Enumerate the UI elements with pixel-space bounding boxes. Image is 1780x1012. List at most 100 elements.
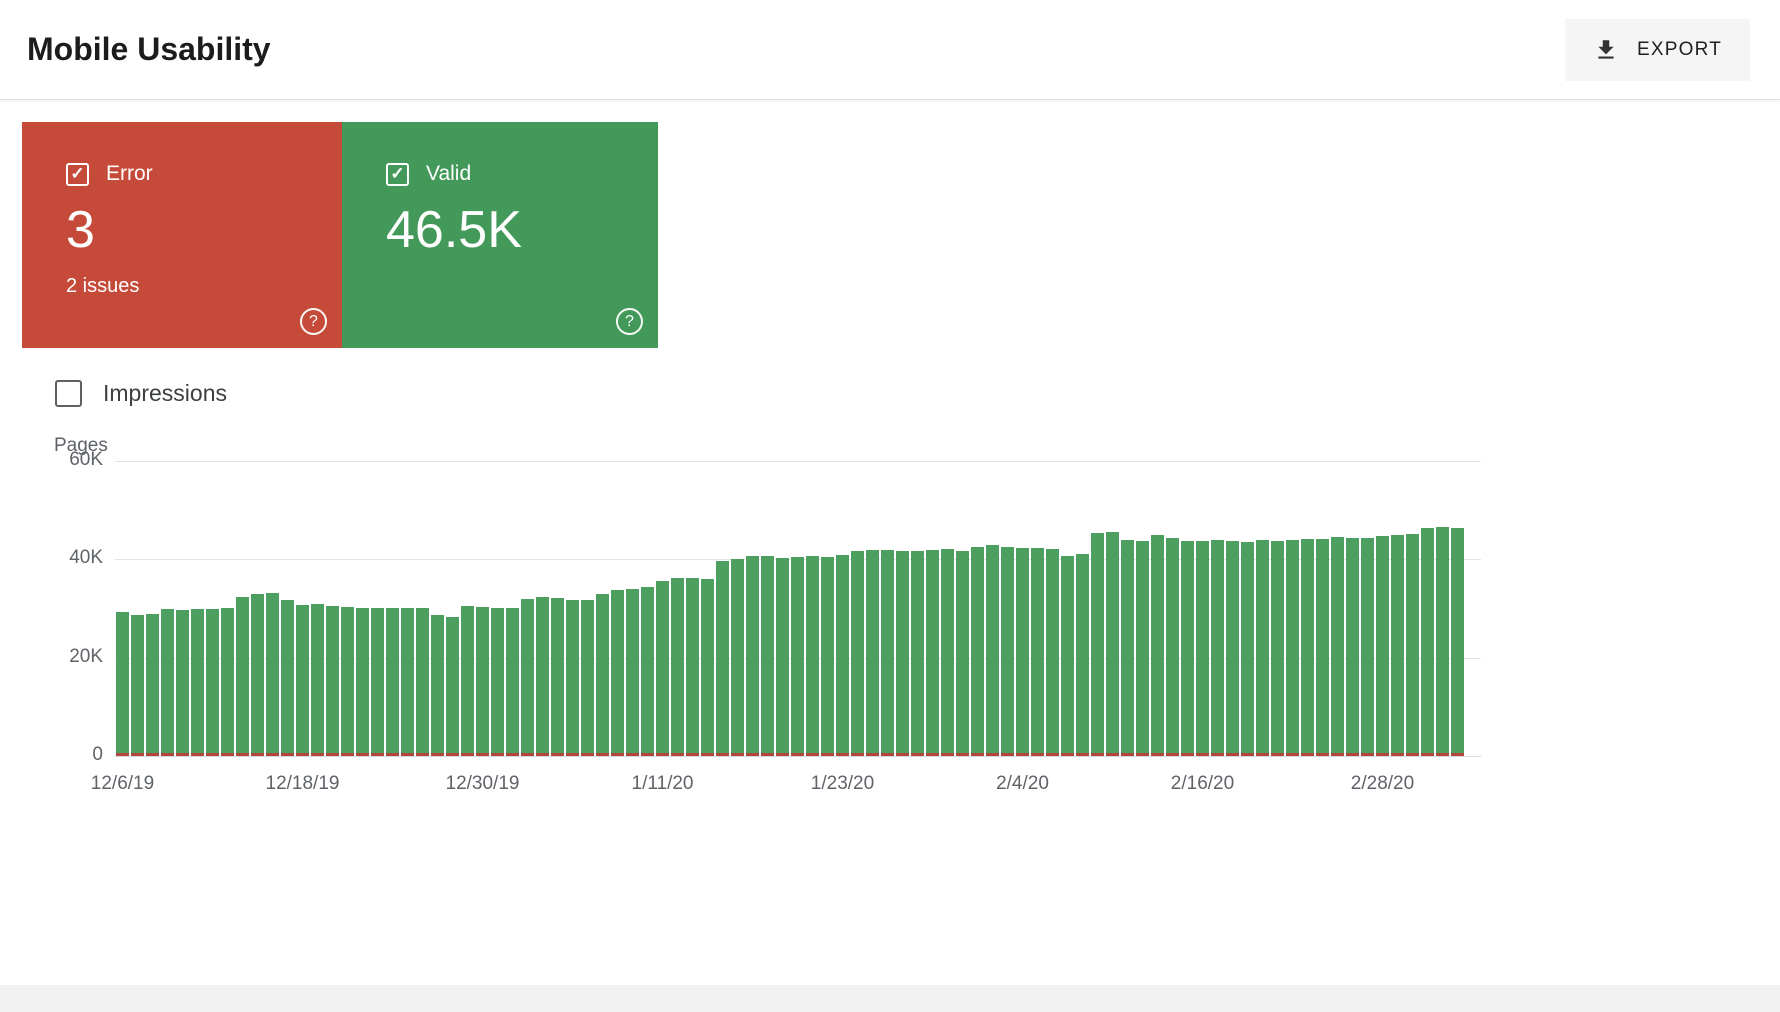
chart-bar[interactable] [1391,535,1404,756]
chart-bar[interactable] [1091,533,1104,756]
chart-bar[interactable] [821,557,834,756]
chart-bar[interactable] [221,608,234,756]
chart-bar[interactable] [986,545,999,756]
chart-bar[interactable] [611,590,624,756]
chart-bar[interactable] [506,608,519,756]
chart-bar[interactable] [641,587,654,756]
valid-checkbox-checked-icon[interactable]: ✓ [386,162,409,186]
chart-bar[interactable] [521,599,534,756]
chart-bar[interactable] [1061,556,1074,756]
chart-bar[interactable] [866,550,879,756]
y-axis-tick-label: 20K [69,646,103,667]
chart-bar[interactable] [1286,540,1299,756]
chart-bar[interactable] [1016,548,1029,756]
chart-bar[interactable] [281,600,294,756]
chart-bar[interactable] [236,597,249,756]
chart-bar[interactable] [1151,535,1164,756]
chart-bar[interactable] [311,604,324,756]
chart-bar[interactable] [131,615,144,756]
chart-bar[interactable] [296,605,309,756]
chart-bar[interactable] [746,556,759,756]
chart-bar[interactable] [1406,534,1419,756]
chart-bar[interactable] [701,579,714,756]
chart-bar[interactable] [536,597,549,756]
chart-bar[interactable] [191,609,204,756]
chart-bar[interactable] [116,612,129,756]
chart-bar[interactable] [731,559,744,756]
chart-bar[interactable] [656,581,669,756]
chart-bar[interactable] [941,549,954,756]
chart-bar[interactable] [761,556,774,756]
chart-bar[interactable] [956,551,969,756]
chart-bar[interactable] [566,600,579,756]
valid-card[interactable]: ✓ Valid 46.5K ? [342,122,658,348]
chart-bar[interactable] [1226,541,1239,756]
chart-bar[interactable] [1331,537,1344,756]
chart-bar[interactable] [1316,539,1329,756]
chart-bar[interactable] [776,558,789,756]
chart-bar[interactable] [1211,540,1224,756]
chart-bar[interactable] [1346,538,1359,756]
chart-bar[interactable] [341,607,354,756]
chart-bar[interactable] [971,547,984,756]
chart-bar[interactable] [1166,538,1179,756]
chart-bar[interactable] [791,557,804,756]
chart-bar[interactable] [686,578,699,756]
chart-bar[interactable] [1001,547,1014,756]
chart-bar[interactable] [1136,541,1149,756]
chart-bar[interactable] [176,610,189,756]
chart-bar[interactable] [551,598,564,756]
chart-bar[interactable] [896,551,909,756]
error-checkbox-checked-icon[interactable]: ✓ [66,162,89,186]
chart-bar[interactable] [1361,538,1374,756]
chart-bar[interactable] [1121,540,1134,756]
chart-bar[interactable] [431,615,444,756]
chart-bar[interactable] [1376,536,1389,756]
chart-bar[interactable] [596,594,609,756]
chart-bar[interactable] [1451,528,1464,756]
chart-bar[interactable] [416,608,429,756]
chart-bar[interactable] [266,593,279,756]
chart-bar[interactable] [581,600,594,756]
chart-bar[interactable] [446,617,459,756]
chart-bar[interactable] [371,608,384,756]
chart-bar[interactable] [1031,548,1044,756]
chart-bar[interactable] [1076,554,1089,756]
chart-bar[interactable] [1421,528,1434,756]
chart-bar[interactable] [251,594,264,756]
chart-bar[interactable] [356,608,369,756]
export-button[interactable]: EXPORT [1565,18,1750,81]
error-card[interactable]: ✓ Error 3 2 issues ? [22,122,342,348]
chart-bar[interactable] [1106,532,1119,756]
chart-bar[interactable] [716,561,729,756]
chart-bar[interactable] [911,551,924,756]
chart-bar[interactable] [476,607,489,756]
chart-bar[interactable] [926,550,939,756]
x-axis-tick-label: 1/11/20 [631,773,694,794]
chart-bar[interactable] [851,551,864,756]
chart-bar[interactable] [626,589,639,756]
chart-bar[interactable] [1271,541,1284,756]
valid-help-icon[interactable]: ? [616,308,643,335]
impressions-checkbox[interactable] [55,380,82,407]
chart-bar[interactable] [671,578,684,756]
chart-bar[interactable] [161,609,174,756]
chart-bar[interactable] [806,556,819,756]
chart-bar[interactable] [1436,527,1449,756]
chart-bar[interactable] [326,606,339,756]
chart-bar[interactable] [206,609,219,756]
chart-bar[interactable] [461,606,474,756]
chart-bar[interactable] [146,614,159,756]
chart-bar[interactable] [881,550,894,756]
chart-bar[interactable] [401,608,414,756]
chart-bar[interactable] [1241,542,1254,756]
chart-bar[interactable] [491,608,504,756]
chart-bar[interactable] [1181,541,1194,756]
chart-bar[interactable] [1196,541,1209,756]
chart-bar[interactable] [386,608,399,756]
chart-bar[interactable] [1301,539,1314,756]
chart-bar[interactable] [1256,540,1269,756]
chart-bar[interactable] [836,555,849,756]
error-help-icon[interactable]: ? [300,308,327,335]
chart-bar[interactable] [1046,549,1059,756]
